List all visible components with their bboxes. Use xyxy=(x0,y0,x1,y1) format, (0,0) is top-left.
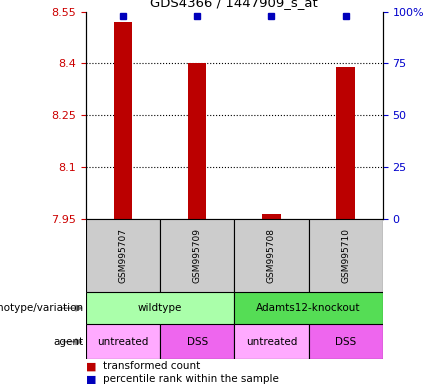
Text: GSM995708: GSM995708 xyxy=(267,228,276,283)
Bar xyxy=(114,22,132,219)
Bar xyxy=(308,324,383,359)
Bar xyxy=(337,67,355,219)
Bar xyxy=(160,219,234,292)
Bar xyxy=(188,63,206,219)
Bar xyxy=(308,219,383,292)
Bar xyxy=(235,324,308,359)
Text: Adamts12-knockout: Adamts12-knockout xyxy=(257,303,361,313)
Title: GDS4366 / 1447909_s_at: GDS4366 / 1447909_s_at xyxy=(150,0,318,9)
Bar xyxy=(86,219,160,292)
Text: GSM995707: GSM995707 xyxy=(118,228,128,283)
Text: GSM995710: GSM995710 xyxy=(341,228,350,283)
Text: genotype/variation: genotype/variation xyxy=(0,303,84,313)
Text: agent: agent xyxy=(54,337,84,347)
Bar xyxy=(86,324,160,359)
Text: wildtype: wildtype xyxy=(138,303,182,313)
Text: transformed count: transformed count xyxy=(103,361,201,371)
Text: untreated: untreated xyxy=(97,337,149,347)
Bar xyxy=(86,292,235,324)
Text: DSS: DSS xyxy=(187,337,208,347)
Text: percentile rank within the sample: percentile rank within the sample xyxy=(103,374,279,384)
Text: ■: ■ xyxy=(86,361,96,371)
Bar xyxy=(235,219,308,292)
Text: ■: ■ xyxy=(86,374,96,384)
Text: DSS: DSS xyxy=(335,337,356,347)
Text: untreated: untreated xyxy=(246,337,297,347)
Bar xyxy=(160,324,234,359)
Text: GSM995709: GSM995709 xyxy=(193,228,202,283)
Bar xyxy=(235,292,383,324)
Bar xyxy=(262,214,281,219)
